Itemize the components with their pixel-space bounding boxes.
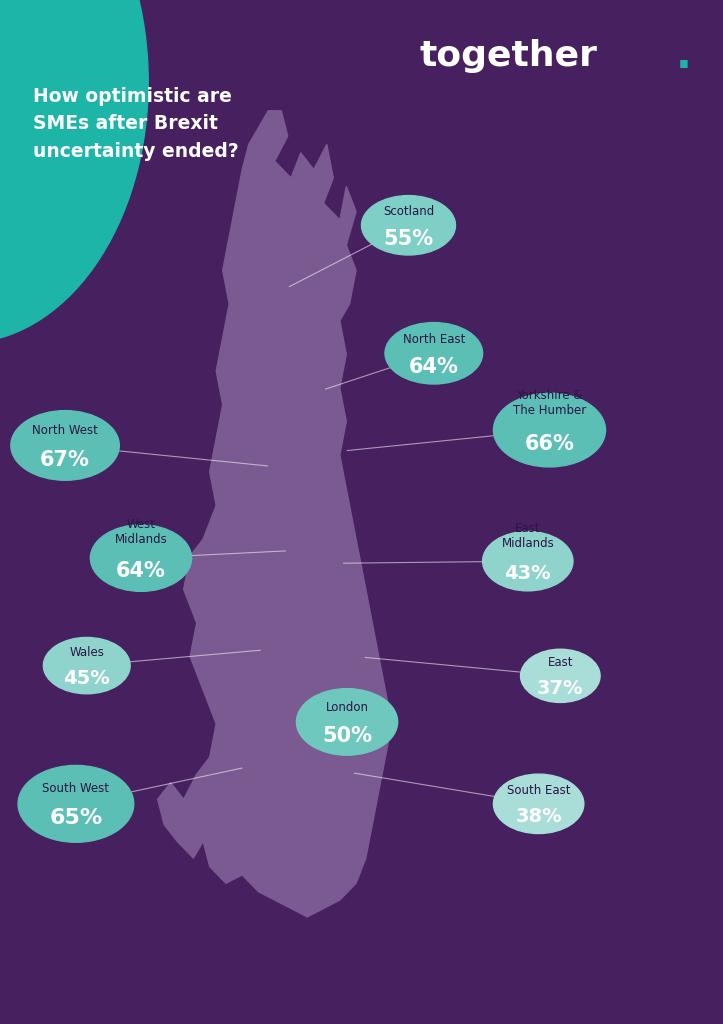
Text: 67%: 67% [40, 450, 90, 470]
Text: East: East [547, 656, 573, 670]
Text: 38%: 38% [515, 807, 562, 826]
Text: Wales: Wales [69, 646, 104, 658]
Text: London: London [325, 701, 369, 714]
Polygon shape [158, 111, 392, 916]
Text: .: . [676, 35, 692, 78]
Ellipse shape [43, 637, 130, 694]
Ellipse shape [493, 774, 584, 834]
Ellipse shape [493, 393, 606, 467]
Text: Scotland: Scotland [383, 205, 434, 218]
Text: 50%: 50% [322, 726, 372, 745]
Text: West
Midlands: West Midlands [115, 518, 167, 546]
Text: Yorkshire &
The Humber: Yorkshire & The Humber [513, 389, 586, 417]
Text: 43%: 43% [505, 564, 551, 583]
Ellipse shape [483, 531, 573, 591]
Text: East
Midlands: East Midlands [502, 522, 554, 551]
Circle shape [0, 0, 148, 343]
Text: How optimistic are
SMEs after Brexit
uncertainty ended?: How optimistic are SMEs after Brexit unc… [33, 87, 239, 161]
Ellipse shape [18, 766, 134, 842]
Text: together: together [419, 39, 597, 74]
Text: 65%: 65% [49, 809, 103, 828]
Text: 37%: 37% [537, 679, 583, 698]
Text: 55%: 55% [383, 228, 434, 249]
Text: 64%: 64% [116, 561, 166, 582]
Text: 64%: 64% [409, 357, 458, 377]
Ellipse shape [11, 411, 119, 480]
Ellipse shape [90, 524, 192, 592]
Text: 66%: 66% [525, 434, 574, 454]
Text: South East: South East [507, 783, 570, 797]
Text: North West: North West [32, 424, 98, 437]
Ellipse shape [296, 688, 398, 756]
Text: 45%: 45% [64, 669, 110, 688]
Ellipse shape [521, 649, 600, 702]
Text: South West: South West [43, 781, 109, 795]
Ellipse shape [362, 196, 455, 255]
Text: North East: North East [403, 333, 465, 346]
Ellipse shape [385, 323, 483, 384]
